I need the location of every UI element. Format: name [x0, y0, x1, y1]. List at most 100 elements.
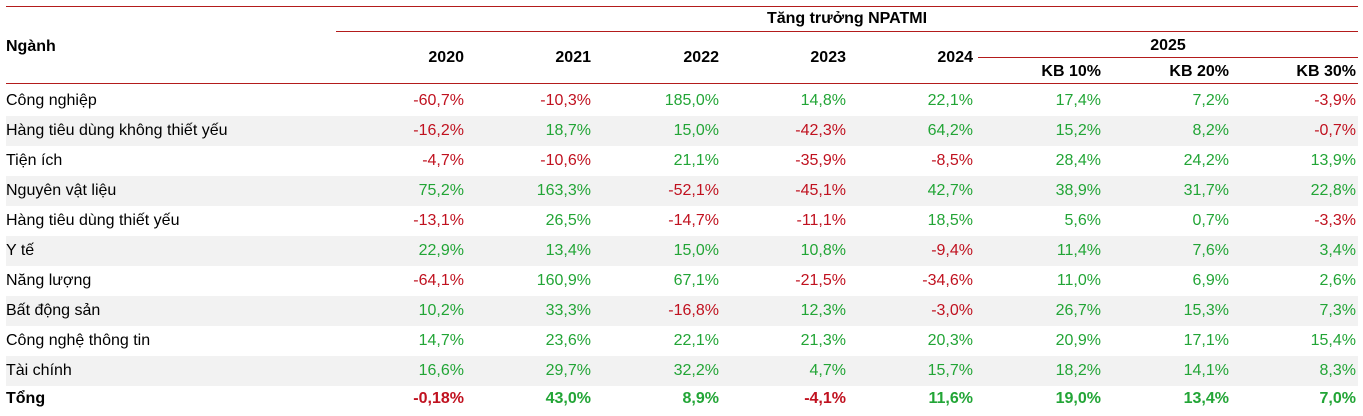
forecast-rule: [978, 57, 1358, 58]
table-row: Nguyên vật liệu 75,2% 163,3% -52,1% -45,1% 42…: [6, 176, 1358, 206]
value-cell: 11,4%: [1056, 242, 1101, 259]
value-cell: 29,7%: [545, 362, 591, 379]
year-header-2022: 2022: [683, 49, 719, 66]
value-cell: 22,1%: [673, 332, 719, 349]
value-cell: -8,5%: [931, 152, 973, 169]
value-cell: 7,6%: [1192, 242, 1229, 259]
value-cell: 16,6%: [418, 362, 464, 379]
value-cell: -3,0%: [931, 302, 973, 319]
sector-name: Y tế: [6, 242, 35, 259]
value-cell: -3,9%: [1314, 92, 1356, 109]
group-title: Tăng trưởng NPATMI: [766, 10, 928, 27]
value-cell: 22,8%: [1310, 182, 1356, 199]
value-cell: 18,2%: [1055, 362, 1101, 379]
value-cell: 5,6%: [1064, 212, 1101, 229]
value-cell: 3,4%: [1319, 242, 1356, 259]
value-cell: 15,3%: [1183, 302, 1229, 319]
value-cell: 17,4%: [1055, 92, 1101, 109]
value-cell: 24,2%: [1183, 152, 1229, 169]
sector-name: Nguyên vật liệu: [6, 182, 117, 199]
sector-name: Hàng tiêu dùng thiết yếu: [6, 212, 180, 229]
value-cell: 13,4%: [545, 242, 591, 259]
top-rule: [6, 6, 1358, 7]
value-cell: 14,7%: [418, 332, 464, 349]
value-cell: 8,2%: [1192, 122, 1229, 139]
value-cell: 18,7%: [545, 122, 591, 139]
sector-name: Năng lượng: [6, 272, 92, 289]
sector-name: Bất động sản: [6, 302, 101, 319]
value-cell: 163,3%: [536, 182, 591, 199]
total-row: Tổng -0,18% 43,0% 8,9% -4,1% 11,6% 19,0% 13,4% 7…: [6, 384, 1358, 414]
value-cell: 185,0%: [664, 92, 719, 109]
header-bottom-rule: [6, 83, 1358, 84]
value-cell: 22,1%: [927, 92, 973, 109]
value-cell: 14,1%: [1183, 362, 1229, 379]
value-cell: -10,3%: [540, 92, 591, 109]
value-cell: 38,9%: [1055, 182, 1101, 199]
value-cell: 32,2%: [673, 362, 719, 379]
value-cell: 10,2%: [418, 302, 464, 319]
scenario-header: KB 30%: [1296, 63, 1356, 80]
value-cell: -64,1%: [413, 272, 464, 289]
year-header-2020: 2020: [428, 49, 464, 66]
group-rule: [336, 31, 1358, 32]
value-cell: 31,7%: [1183, 182, 1229, 199]
value-cell: -4,1%: [804, 390, 846, 407]
value-cell: -16,2%: [413, 122, 464, 139]
value-cell: -0,18%: [413, 390, 464, 407]
value-cell: -4,7%: [422, 152, 464, 169]
value-cell: 21,3%: [800, 332, 846, 349]
value-cell: 21,1%: [673, 152, 719, 169]
sector-header: Ngành: [6, 38, 56, 55]
value-cell: -3,3%: [1314, 212, 1356, 229]
value-cell: 17,1%: [1183, 332, 1229, 349]
value-cell: 0,7%: [1192, 212, 1229, 229]
value-cell: 14,8%: [800, 92, 846, 109]
sector-name: Công nghiệp: [6, 92, 97, 109]
value-cell: -10,6%: [540, 152, 591, 169]
table-row: Y tế 22,9% 13,4% 15,0% 10,8% -9,4% 11,4% 7,6% 3,…: [6, 236, 1358, 266]
value-cell: 33,3%: [545, 302, 591, 319]
table-row: Công nghiệp -60,7% -10,3% 185,0% 14,8% 22,1% 1…: [6, 86, 1358, 116]
value-cell: 12,3%: [800, 302, 846, 319]
value-cell: 13,9%: [1310, 152, 1356, 169]
value-cell: 15,0%: [673, 242, 719, 259]
value-cell: 18,5%: [927, 212, 973, 229]
value-cell: 8,3%: [1319, 362, 1356, 379]
value-cell: -9,4%: [931, 242, 973, 259]
value-cell: 42,7%: [927, 182, 973, 199]
value-cell: 67,1%: [673, 272, 719, 289]
sector-name: Tài chính: [6, 362, 72, 379]
value-cell: 20,3%: [927, 332, 973, 349]
value-cell: 75,2%: [418, 182, 464, 199]
value-cell: 22,9%: [418, 242, 464, 259]
value-cell: 15,0%: [673, 122, 719, 139]
value-cell: -16,8%: [668, 302, 719, 319]
table-row: Công nghệ thông tin 14,7% 23,6% 22,1% 21,3% 2…: [6, 326, 1358, 356]
year-header-2021: 2021: [555, 49, 591, 66]
value-cell: 13,4%: [1183, 390, 1229, 407]
scenario-header: KB 10%: [1041, 63, 1101, 80]
value-cell: -52,1%: [668, 182, 719, 199]
value-cell: 43,0%: [545, 390, 591, 407]
value-cell: 15,4%: [1310, 332, 1356, 349]
value-cell: 64,2%: [927, 122, 973, 139]
value-cell: 15,7%: [927, 362, 973, 379]
table-row: Tiện ích -4,7% -10,6% 21,1% -35,9% -8,5% 28,4%…: [6, 146, 1358, 176]
sector-name: Hàng tiêu dùng không thiết yếu: [6, 122, 228, 139]
value-cell: -34,6%: [922, 272, 973, 289]
value-cell: -45,1%: [795, 182, 846, 199]
value-cell: 19,0%: [1055, 390, 1101, 407]
value-cell: 26,7%: [1055, 302, 1101, 319]
table-row: Bất động sản 10,2% 33,3% -16,8% 12,3% -3,0% 26…: [6, 296, 1358, 326]
value-cell: 8,9%: [682, 390, 719, 407]
value-cell: 15,2%: [1055, 122, 1101, 139]
value-cell: -13,1%: [413, 212, 464, 229]
value-cell: -14,7%: [668, 212, 719, 229]
year-header-2023: 2023: [810, 49, 846, 66]
value-cell: 26,5%: [545, 212, 591, 229]
value-cell: 20,9%: [1055, 332, 1101, 349]
value-cell: 23,6%: [545, 332, 591, 349]
value-cell: -42,3%: [795, 122, 846, 139]
total-label: Tổng: [6, 390, 46, 407]
